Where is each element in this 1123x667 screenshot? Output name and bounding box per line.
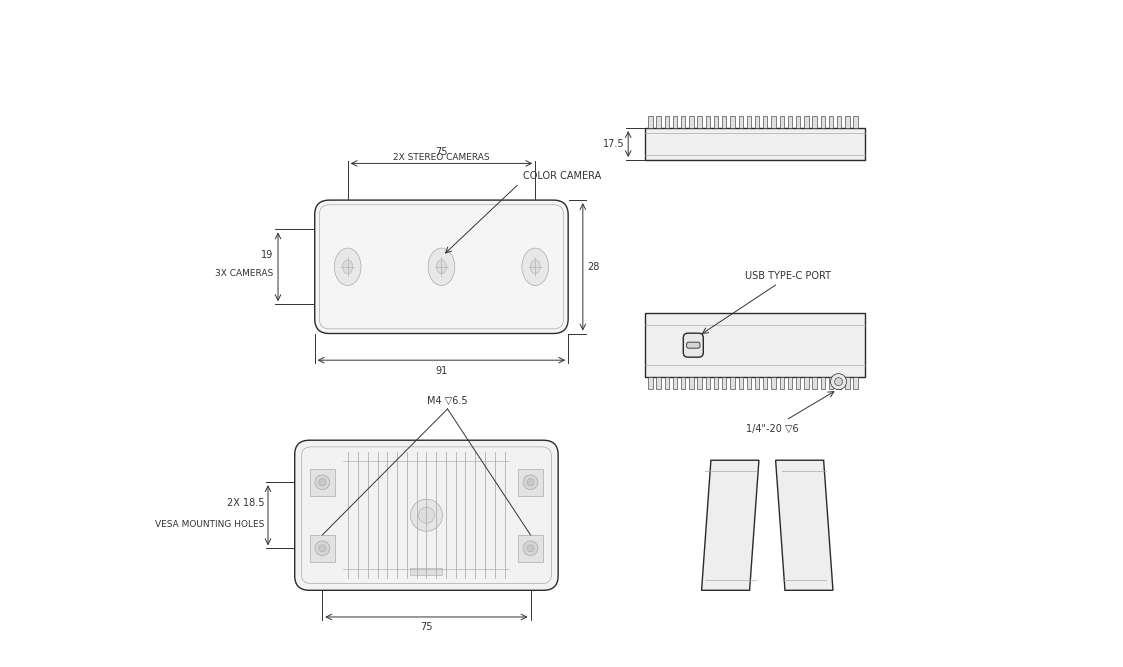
Text: 2X STEREO CAMERAS: 2X STEREO CAMERAS bbox=[393, 153, 490, 162]
FancyBboxPatch shape bbox=[683, 334, 703, 358]
Bar bbox=[665, 116, 669, 128]
Text: COLOR CAMERA: COLOR CAMERA bbox=[522, 171, 601, 181]
Circle shape bbox=[523, 475, 538, 490]
Bar bbox=[829, 377, 833, 389]
Circle shape bbox=[419, 507, 435, 523]
Bar bbox=[656, 116, 660, 128]
Bar bbox=[739, 377, 742, 389]
Text: 28: 28 bbox=[587, 262, 600, 271]
Bar bbox=[787, 116, 792, 128]
Ellipse shape bbox=[530, 259, 540, 273]
Circle shape bbox=[316, 541, 330, 556]
Bar bbox=[796, 116, 801, 128]
Bar bbox=[747, 116, 751, 128]
Circle shape bbox=[410, 499, 442, 531]
Text: 91: 91 bbox=[436, 366, 448, 376]
Bar bbox=[722, 377, 727, 389]
Bar bbox=[645, 313, 865, 377]
Bar bbox=[656, 377, 660, 389]
Circle shape bbox=[527, 479, 535, 486]
Bar bbox=[821, 116, 825, 128]
Bar bbox=[779, 377, 784, 389]
Bar bbox=[837, 116, 841, 128]
Bar bbox=[837, 377, 841, 389]
Ellipse shape bbox=[343, 259, 353, 273]
Text: USB TYPE-C PORT: USB TYPE-C PORT bbox=[745, 271, 831, 281]
Bar bbox=[821, 377, 825, 389]
Bar bbox=[764, 116, 767, 128]
Text: 1/4"-20 ▽6: 1/4"-20 ▽6 bbox=[746, 424, 798, 434]
Bar bbox=[755, 116, 759, 128]
Circle shape bbox=[523, 541, 538, 556]
Bar bbox=[804, 377, 809, 389]
Bar bbox=[730, 116, 734, 128]
Bar bbox=[853, 116, 858, 128]
Bar bbox=[697, 377, 702, 389]
Text: 3X CAMERAS: 3X CAMERAS bbox=[216, 269, 273, 278]
Bar bbox=[722, 116, 727, 128]
Circle shape bbox=[527, 545, 535, 552]
Circle shape bbox=[834, 378, 842, 386]
Bar bbox=[812, 377, 816, 389]
Text: 75: 75 bbox=[420, 622, 432, 632]
Bar bbox=[690, 116, 694, 128]
Bar bbox=[705, 377, 710, 389]
Text: 19: 19 bbox=[262, 250, 273, 259]
Bar bbox=[779, 116, 784, 128]
Bar bbox=[681, 377, 685, 389]
Bar bbox=[697, 116, 702, 128]
Bar bbox=[846, 377, 850, 389]
Bar bbox=[310, 469, 335, 496]
Circle shape bbox=[316, 475, 330, 490]
Bar bbox=[310, 535, 335, 562]
Bar bbox=[772, 377, 776, 389]
Bar bbox=[645, 128, 865, 160]
Ellipse shape bbox=[437, 259, 447, 273]
Bar bbox=[764, 377, 767, 389]
Text: 75: 75 bbox=[436, 147, 448, 157]
Bar bbox=[705, 116, 710, 128]
Bar bbox=[518, 469, 544, 496]
Text: VESA MOUNTING HOLES: VESA MOUNTING HOLES bbox=[155, 520, 264, 529]
FancyBboxPatch shape bbox=[294, 440, 558, 590]
Bar bbox=[755, 377, 759, 389]
Ellipse shape bbox=[428, 248, 455, 285]
Bar bbox=[846, 116, 850, 128]
Bar bbox=[673, 377, 677, 389]
Bar bbox=[739, 116, 742, 128]
Bar bbox=[730, 377, 734, 389]
Bar bbox=[681, 116, 685, 128]
Text: M4 ▽6.5: M4 ▽6.5 bbox=[427, 396, 468, 406]
Polygon shape bbox=[702, 460, 759, 590]
Bar bbox=[829, 116, 833, 128]
Bar bbox=[772, 116, 776, 128]
FancyBboxPatch shape bbox=[686, 342, 700, 348]
Bar bbox=[690, 377, 694, 389]
Bar bbox=[410, 568, 442, 575]
Polygon shape bbox=[776, 460, 833, 590]
Bar bbox=[673, 116, 677, 128]
Text: 17.5: 17.5 bbox=[603, 139, 624, 149]
Ellipse shape bbox=[335, 248, 360, 285]
Circle shape bbox=[319, 479, 326, 486]
Text: 2X 18.5: 2X 18.5 bbox=[227, 498, 264, 508]
Bar bbox=[648, 377, 652, 389]
Bar bbox=[648, 116, 652, 128]
Circle shape bbox=[319, 545, 326, 552]
Bar bbox=[518, 535, 544, 562]
Bar bbox=[812, 116, 816, 128]
Bar bbox=[853, 377, 858, 389]
FancyBboxPatch shape bbox=[314, 200, 568, 334]
Bar bbox=[714, 377, 719, 389]
Bar bbox=[796, 377, 801, 389]
Bar bbox=[804, 116, 809, 128]
Circle shape bbox=[831, 374, 847, 390]
Bar bbox=[747, 377, 751, 389]
Bar bbox=[665, 377, 669, 389]
Ellipse shape bbox=[522, 248, 548, 285]
Bar bbox=[714, 116, 719, 128]
Bar bbox=[787, 377, 792, 389]
